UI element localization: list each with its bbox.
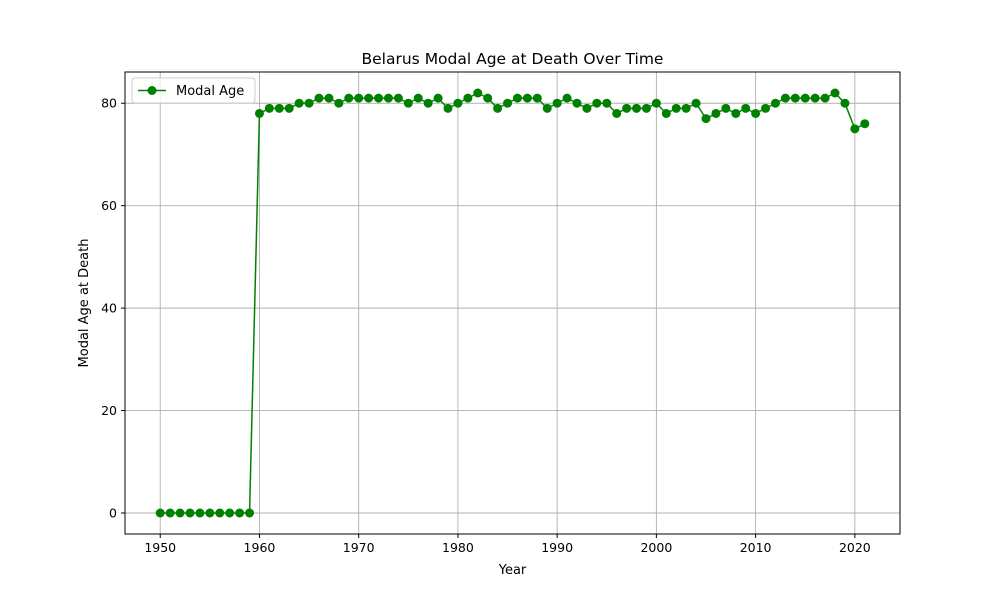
data-point <box>512 93 522 103</box>
data-point <box>711 108 721 118</box>
data-point <box>264 103 274 113</box>
data-point <box>374 93 384 103</box>
data-point <box>403 98 413 108</box>
data-point <box>165 508 175 518</box>
data-point <box>622 103 632 113</box>
data-point <box>790 93 800 103</box>
data-point <box>155 508 165 518</box>
data-point <box>483 93 493 103</box>
data-point <box>324 93 334 103</box>
data-point <box>463 93 473 103</box>
data-point <box>860 119 870 129</box>
grid-lines <box>125 72 900 534</box>
data-point <box>195 508 205 518</box>
legend-label: Modal Age <box>176 84 244 99</box>
data-point <box>433 93 443 103</box>
legend-marker-sample <box>147 86 157 95</box>
data-point <box>344 93 354 103</box>
data-point <box>215 508 225 518</box>
chart-title: Belarus Modal Age at Death Over Time <box>362 50 664 68</box>
data-point <box>820 93 830 103</box>
legend: Modal Age <box>131 77 256 104</box>
data-point <box>770 98 780 108</box>
axis-ticks: 1950 1960 1970 1980 1990 2000 2010 2020 0 20 40 60 8… <box>101 96 871 555</box>
plot-area-frame <box>124 71 901 535</box>
data-point <box>721 103 731 113</box>
data-point <box>294 98 304 108</box>
data-point <box>225 508 235 518</box>
data-point <box>334 98 344 108</box>
data-point <box>354 93 364 103</box>
data-point <box>453 98 463 108</box>
x-axis-label: Year <box>498 563 527 578</box>
data-point <box>671 103 681 113</box>
data-point <box>850 124 860 134</box>
data-point <box>493 103 503 113</box>
data-point <box>314 93 324 103</box>
data-point <box>383 93 393 103</box>
data-point <box>691 98 701 108</box>
data-point <box>731 108 741 118</box>
series-markers <box>155 88 870 518</box>
data-point <box>761 103 771 113</box>
data-point <box>840 98 850 108</box>
data-point <box>701 114 711 124</box>
x-tick-label: 2010 <box>740 540 772 555</box>
data-point <box>830 88 840 98</box>
x-tick-label: 2020 <box>839 540 871 555</box>
x-tick-label: 1980 <box>442 540 474 555</box>
data-point <box>274 103 284 113</box>
data-point <box>592 98 602 108</box>
data-point <box>562 93 572 103</box>
data-point <box>542 103 552 113</box>
data-point <box>810 93 820 103</box>
data-point <box>284 103 294 113</box>
y-tick-label: 40 <box>101 301 117 316</box>
data-point <box>582 103 592 113</box>
data-point <box>661 108 671 118</box>
x-tick-label: 1970 <box>343 540 375 555</box>
data-point <box>612 108 622 118</box>
legend-box <box>131 77 256 104</box>
data-point <box>751 108 761 118</box>
data-point <box>800 93 810 103</box>
data-point <box>393 93 403 103</box>
data-point <box>304 98 314 108</box>
data-point <box>780 93 790 103</box>
data-point <box>413 93 423 103</box>
data-point <box>651 98 661 108</box>
data-point <box>254 108 264 118</box>
data-point <box>473 88 483 98</box>
y-axis-label: Modal Age at Death <box>77 239 92 368</box>
data-point <box>443 103 453 113</box>
x-tick-label: 1990 <box>541 540 573 555</box>
data-point <box>641 103 651 113</box>
x-tick-label: 2000 <box>640 540 672 555</box>
data-point <box>681 103 691 113</box>
data-point <box>532 93 542 103</box>
data-point <box>741 103 751 113</box>
data-point <box>205 508 215 518</box>
y-tick-label: 20 <box>101 403 117 418</box>
y-tick-label: 80 <box>101 96 117 111</box>
data-point <box>632 103 642 113</box>
data-point <box>602 98 612 108</box>
data-point <box>364 93 374 103</box>
y-tick-label: 60 <box>101 198 117 213</box>
data-point <box>245 508 255 518</box>
data-point <box>175 508 185 518</box>
y-tick-label: 0 <box>109 506 117 521</box>
data-point <box>522 93 532 103</box>
data-point <box>552 98 562 108</box>
data-point <box>185 508 195 518</box>
data-point <box>235 508 245 518</box>
data-point <box>572 98 582 108</box>
x-tick-label: 1950 <box>144 540 176 555</box>
data-point <box>503 98 513 108</box>
data-point <box>423 98 433 108</box>
x-tick-label: 1960 <box>244 540 276 555</box>
